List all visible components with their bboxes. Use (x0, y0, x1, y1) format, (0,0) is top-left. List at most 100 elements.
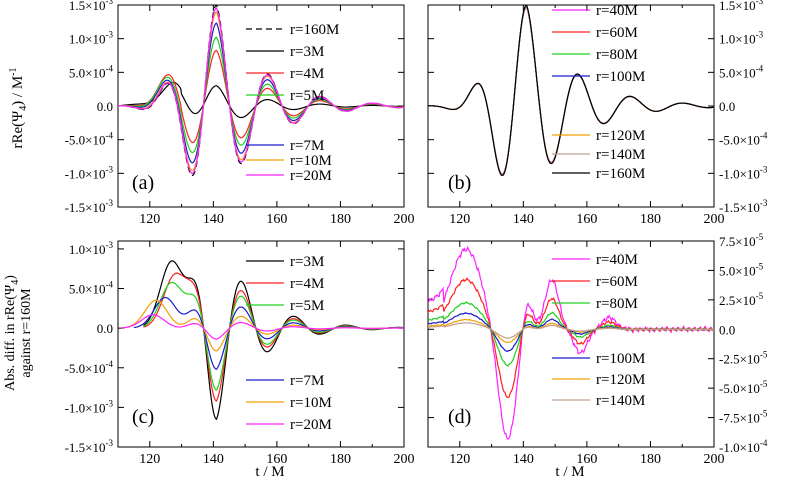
series-line-r20M (121, 314, 404, 340)
y-label-bottom: Abs. diff. in rRe(Ψ4) (3, 275, 21, 391)
y-tick-label: -1.5×10-3 (719, 198, 768, 215)
y-tick-label: -1.0×10-3 (719, 164, 768, 181)
x-tick-label: 200 (394, 452, 415, 467)
y-tick-label: -1.0×10-3 (65, 398, 114, 415)
legend-label: r=80M (596, 296, 638, 312)
x-tick-label: 200 (704, 452, 725, 467)
series-line-r20M (118, 7, 404, 174)
panel-label: (b) (448, 172, 471, 194)
y-tick-label: 5.0×10-5 (719, 261, 764, 278)
series-line-r4M (143, 272, 404, 402)
legend-label: r=100M (596, 69, 645, 85)
x-tick-label: 120 (449, 212, 470, 227)
y-tick-label: -5.0×10-5 (719, 379, 768, 396)
legend-label: r=3M (290, 254, 324, 270)
svg-text:against r=160M: against r=160M (19, 288, 34, 378)
legend-label: r=7M (290, 138, 324, 154)
y-tick-label: 5.0×10-4 (69, 280, 114, 297)
panel-label: (c) (132, 406, 154, 428)
x-tick-label: 140 (513, 452, 534, 467)
legend-label: r=60M (596, 25, 638, 41)
series-line-r160M (428, 5, 714, 177)
x-tick-label: 160 (576, 212, 597, 227)
x-tick-label: 180 (330, 212, 351, 227)
plot-frame (117, 240, 405, 448)
x-label-left: t / M (255, 464, 284, 480)
legend-label: r=3M (290, 44, 324, 60)
series-group (121, 260, 404, 421)
y-label-top: rRe(Ψ4) / M-1 (8, 67, 29, 148)
x-tick-label: 160 (266, 212, 287, 227)
x-tick-label: 200 (394, 212, 415, 227)
legend-label: r=160M (596, 166, 645, 182)
series-line-r3M (118, 81, 404, 119)
x-tick-label: 180 (330, 452, 351, 467)
x-tick-label: 160 (266, 452, 287, 467)
panel-d: 120 140 160 180 200 7.5×10-5 5.0×10-5 2.5×10-5 0… (427, 232, 768, 467)
legend-label: r=10M (290, 153, 332, 169)
legend-label: r=4M (290, 276, 324, 292)
y-tick-label: -5.0×10-4 (719, 131, 768, 148)
x-tick-label: 140 (513, 212, 534, 227)
x-tick-label: 200 (704, 212, 725, 227)
x-tick-label: 140 (203, 452, 224, 467)
legend-label: r=120M (596, 372, 645, 388)
x-tick-label: 180 (640, 452, 661, 467)
legend-label: r=7M (290, 373, 324, 389)
legend-label: r=140M (596, 147, 645, 163)
panel-label: (a) (132, 172, 154, 194)
x-tick-label: 140 (203, 212, 224, 227)
legend-label: r=100M (596, 351, 645, 367)
y-tick-label: -7.5×10-5 (719, 409, 768, 426)
series-line-r140M (428, 322, 714, 339)
y-tick-label: 0.0 (97, 99, 113, 114)
legend-label: r=20M (290, 417, 332, 433)
legend-label: r=4M (290, 66, 324, 82)
series-group (118, 5, 404, 177)
legend-label: r=160M (290, 22, 339, 38)
y-tick-label: 0.0 (97, 321, 113, 336)
series-group (428, 5, 714, 177)
panels: 120 140 160 180 200 1.5×10-3 1.0×10-3 5.0×10-4 0… (65, 0, 768, 467)
legend-label: r=10M (290, 395, 332, 411)
x-tick-label: 120 (139, 452, 160, 467)
legend-label: r=20M (290, 168, 332, 184)
legend-label: r=60M (596, 274, 638, 290)
x-tick-label: 120 (139, 212, 160, 227)
y-tick-label: 5.0×10-4 (69, 63, 114, 80)
y-tick-label: -5.0×10-4 (65, 131, 114, 148)
y-tick-label: 1.0×10-3 (69, 240, 114, 257)
legend-label: r=140M (596, 393, 645, 409)
y-label-bottom-2: against r=160M (19, 288, 34, 378)
series-line-r60M (428, 277, 714, 399)
y-tick-label: -1.0×10-4 (719, 438, 768, 455)
panel-b: 120 140 160 180 200 1.5×10-3 1.0×10-3 5.0×10-4 0… (427, 0, 768, 227)
legend-label: r=80M (596, 47, 638, 63)
y-tick-label: 2.5×10-5 (719, 291, 764, 308)
plot-frame (427, 240, 715, 448)
legend-label: r=40M (596, 252, 638, 268)
y-tick-label: 1.0×10-3 (719, 30, 764, 47)
y-tick-label: 1.5×10-3 (69, 0, 114, 13)
legend-label: r=5M (290, 298, 324, 314)
y-tick-label: 0.0 (719, 99, 735, 114)
panel-c: 120 140 160 180 200 1.0×10-3 5.0×10-4 0.0 -5.0×1… (65, 240, 415, 467)
panel-a: 120 140 160 180 200 1.5×10-3 1.0×10-3 5.0×10-4 0… (65, 0, 415, 227)
y-tick-label: -2.5×10-5 (719, 350, 768, 367)
y-tick-label: 1.5×10-3 (719, 0, 764, 13)
svg-text:Abs. diff. in rRe(Ψ4): Abs. diff. in rRe(Ψ4) (3, 275, 21, 391)
y-tick-label: -5.0×10-4 (65, 359, 114, 376)
series-line-r4M (118, 49, 404, 144)
x-label-right: t / M (555, 464, 584, 480)
x-tick-label: 180 (640, 212, 661, 227)
legend-label: r=5M (290, 88, 324, 104)
legend-label: r=120M (596, 128, 645, 144)
y-tick-label: 7.5×10-5 (719, 232, 764, 249)
y-tick-label: -1.5×10-3 (65, 198, 114, 215)
y-tick-label: -1.0×10-3 (65, 164, 114, 181)
x-tick-label: 160 (576, 452, 597, 467)
legend-label: r=40M (596, 3, 638, 19)
y-tick-label: -1.5×10-3 (65, 438, 114, 455)
svg-text:rRe(Ψ4) / M-1: rRe(Ψ4) / M-1 (8, 67, 29, 148)
